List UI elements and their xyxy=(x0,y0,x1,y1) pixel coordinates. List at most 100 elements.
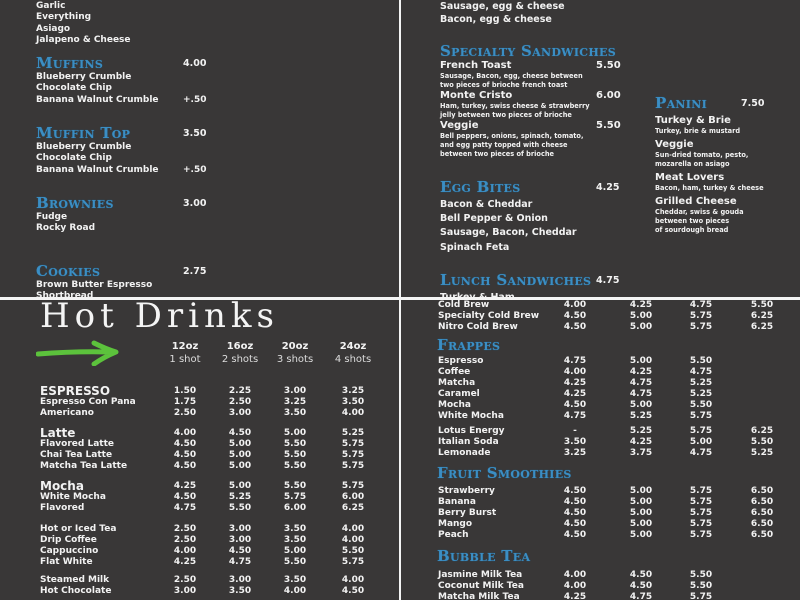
drink-price: 4.50 xyxy=(341,586,365,596)
shot-count: 3 shots xyxy=(276,354,314,365)
drink-row: Matcha 4.25 4.75 5.25 xyxy=(401,378,800,389)
panini-list: Turkey & Brie Turkey, brie & mustard Veggi… xyxy=(655,115,795,235)
bagels-list: Garlic Everything Asiago Jalapeno & Cheese xyxy=(36,1,131,46)
drink-price: 3.50 xyxy=(341,397,365,407)
drink-price: 5.00 xyxy=(228,461,252,471)
drink-price: 2.25 xyxy=(228,386,252,396)
item-description: Cheddar, swiss & gouda between two piece… xyxy=(655,208,744,234)
drink-price: 3.50 xyxy=(563,437,587,447)
drink-price: 4.50 xyxy=(629,570,653,580)
drink-price: 5.75 xyxy=(689,508,713,518)
drink-row: Cold Brew 4.00 4.25 4.75 5.50 xyxy=(401,300,800,311)
drink-price: 3.00 xyxy=(283,386,307,396)
drink-price: 5.75 xyxy=(283,492,307,502)
drink-name: Jasmine Milk Tea xyxy=(438,570,523,580)
drink-price: 5.75 xyxy=(341,481,365,491)
drink-price: 4.00 xyxy=(563,300,587,310)
drink-price: 4.50 xyxy=(563,486,587,496)
drink-name: White Mocha xyxy=(438,411,504,421)
drink-name: Berry Burst xyxy=(438,508,497,518)
drink-price: 3.75 xyxy=(629,448,653,458)
drink-price: 3.00 xyxy=(228,408,252,418)
drink-row: Banana 4.50 5.00 5.75 6.50 xyxy=(401,497,800,508)
item-name: Sausage, egg & cheese xyxy=(440,1,565,12)
drink-price: 4.50 xyxy=(563,400,587,410)
item-price: 6.00 xyxy=(596,90,621,101)
drink-price: 5.50 xyxy=(689,356,713,366)
item-price: 5.50 xyxy=(596,120,621,131)
drink-price: 5.00 xyxy=(228,439,252,449)
drink-row: Matcha Tea Latte 4.50 5.00 5.50 5.75 xyxy=(0,461,399,472)
section-heading: Specialty Sandwiches xyxy=(440,42,616,60)
drink-price: 5.75 xyxy=(689,530,713,540)
lunch-list: Turkey & Ham xyxy=(440,291,640,297)
drink-price: 5.50 xyxy=(689,581,713,591)
drink-price: 6.00 xyxy=(283,503,307,513)
menu-item: Spinach Feta xyxy=(440,241,640,255)
menu-item: Fudge xyxy=(36,212,236,223)
drink-row: Flavored 4.75 5.50 6.00 6.25 xyxy=(0,503,399,514)
item-description: Turkey, brie & mustard xyxy=(655,127,741,135)
drink-price: 4.00 xyxy=(341,535,365,545)
drink-price: 5.50 xyxy=(750,437,774,447)
drink-price: 5.75 xyxy=(341,557,365,567)
drink-price: 5.25 xyxy=(228,492,252,502)
drink-price: 5.75 xyxy=(689,497,713,507)
drink-price: 4.50 xyxy=(228,428,252,438)
cold-drinks-panel: Frappes Fruit Smoothies Bubble Tea Cold … xyxy=(401,300,800,600)
cookies-list: Brown Butter Espresso Shortbread xyxy=(36,280,236,297)
section-heading: Lunch Sandwiches xyxy=(440,271,592,289)
size-column-header: 16oz 2 shots xyxy=(205,340,275,367)
drink-price: 3.50 xyxy=(283,408,307,418)
menu-item: Asiago xyxy=(36,24,131,35)
menu-item: Bell Pepper & Onion xyxy=(440,212,640,226)
item-name: Shortbread xyxy=(36,291,94,297)
frappes-heading: Frappes xyxy=(437,336,501,354)
drink-price: 4.25 xyxy=(629,367,653,377)
drink-price: 6.00 xyxy=(341,492,365,502)
drink-price: 5.00 xyxy=(689,437,713,447)
menu-item: Veggie Sun-dried tomato, pesto, mozarella… xyxy=(655,139,795,169)
drink-name: Americano xyxy=(40,408,94,418)
drink-price: 5.00 xyxy=(629,530,653,540)
drink-price: 5.00 xyxy=(283,546,307,556)
drink-price: 6.25 xyxy=(750,426,774,436)
drink-price: 4.50 xyxy=(563,508,587,518)
drink-price: 5.25 xyxy=(689,378,713,388)
drink-price: 4.00 xyxy=(563,570,587,580)
drink-name: Hot Chocolate xyxy=(40,586,112,596)
drink-row: Chai Tea Latte 4.50 5.00 5.50 5.75 xyxy=(0,450,399,461)
drink-price: 4.00 xyxy=(341,524,365,534)
drink-name: Steamed Milk xyxy=(40,575,110,585)
drink-price: 4.00 xyxy=(283,586,307,596)
sandwiches-panel: Sausage, egg & cheese Bacon, egg & cheese… xyxy=(401,0,800,297)
size-column-header: 12oz 1 shot xyxy=(150,340,220,367)
section-price: 3.50 xyxy=(183,128,207,139)
item-name: Chocolate Chip xyxy=(36,83,112,94)
drink-row: Strawberry 4.50 5.00 5.75 6.50 xyxy=(401,486,800,497)
drink-name: Flavored Latte xyxy=(40,439,114,449)
drink-price: 3.50 xyxy=(283,535,307,545)
drink-price: 3.00 xyxy=(228,535,252,545)
drink-price: 4.00 xyxy=(341,575,365,585)
drink-price: 4.50 xyxy=(173,439,197,449)
drink-row: Lemonade 3.25 3.75 4.75 5.25 xyxy=(401,448,800,459)
drink-row: Coffee 4.00 4.25 4.75 xyxy=(401,367,800,378)
menu-item: Banana Walnut Crumble +.50 xyxy=(36,165,236,176)
drink-price: - xyxy=(573,426,577,436)
drink-price: 6.50 xyxy=(750,508,774,518)
horizontal-divider xyxy=(0,297,800,300)
drink-price: 5.50 xyxy=(750,300,774,310)
fruit-smoothies-heading: Fruit Smoothies xyxy=(437,464,572,482)
drink-price: 4.25 xyxy=(563,389,587,399)
drink-name: Caramel xyxy=(438,389,480,399)
drink-price: 3.50 xyxy=(228,586,252,596)
drink-name: Mocha xyxy=(40,479,84,493)
arrow-right-icon xyxy=(36,340,119,366)
drink-row: White Mocha 4.50 5.25 5.75 6.00 xyxy=(0,492,399,503)
drink-price: 1.75 xyxy=(173,397,197,407)
drink-price: 5.00 xyxy=(228,450,252,460)
drink-price: 5.25 xyxy=(629,426,653,436)
drink-price: 4.25 xyxy=(563,378,587,388)
drink-price: 3.25 xyxy=(283,397,307,407)
